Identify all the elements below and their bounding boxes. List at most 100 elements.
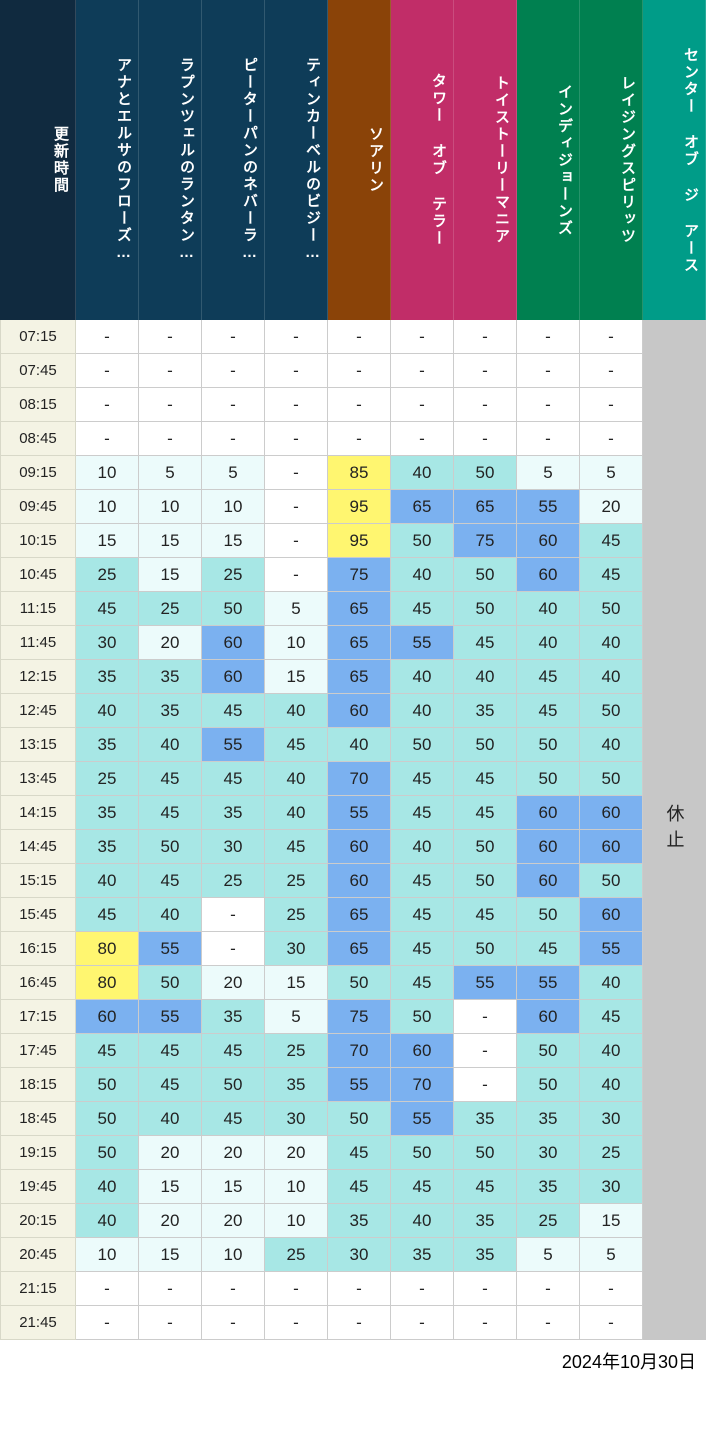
wait-cell: - xyxy=(139,320,202,354)
wait-cell: 5 xyxy=(517,1238,580,1272)
wait-cell: 60 xyxy=(517,524,580,558)
suspended-placeholder xyxy=(643,932,706,966)
wait-cell: - xyxy=(76,1306,139,1340)
wait-cell: 40 xyxy=(391,660,454,694)
wait-cell: 55 xyxy=(202,728,265,762)
time-cell: 18:15 xyxy=(0,1068,76,1102)
suspended-placeholder xyxy=(643,1068,706,1102)
wait-cell: 45 xyxy=(391,1170,454,1204)
wait-cell: 30 xyxy=(328,1238,391,1272)
column-header-indy: インディジョーンズ xyxy=(517,0,580,320)
suspended-placeholder xyxy=(643,558,706,592)
wait-cell: 10 xyxy=(76,456,139,490)
wait-cell: - xyxy=(328,320,391,354)
wait-cell: 55 xyxy=(580,932,643,966)
suspended-placeholder xyxy=(643,592,706,626)
wait-cell: 45 xyxy=(391,932,454,966)
suspended-placeholder xyxy=(643,898,706,932)
wait-cell: - xyxy=(454,320,517,354)
wait-cell: - xyxy=(202,388,265,422)
suspended-placeholder xyxy=(643,1204,706,1238)
wait-cell: 40 xyxy=(265,796,328,830)
wait-cell: 60 xyxy=(580,830,643,864)
wait-cell: 45 xyxy=(265,728,328,762)
wait-cell: 50 xyxy=(454,1136,517,1170)
wait-cell: 35 xyxy=(76,830,139,864)
wait-cell: 50 xyxy=(454,456,517,490)
wait-cell: - xyxy=(265,1306,328,1340)
wait-cell: - xyxy=(580,1306,643,1340)
wait-cell: 45 xyxy=(328,1170,391,1204)
suspended-placeholder xyxy=(643,1306,706,1340)
suspended-placeholder xyxy=(643,966,706,1000)
suspended-placeholder xyxy=(643,660,706,694)
wait-cell: - xyxy=(328,388,391,422)
time-cell: 14:45 xyxy=(0,830,76,864)
suspended-placeholder xyxy=(643,422,706,456)
wait-cell: 45 xyxy=(454,796,517,830)
table-row: 11:45302060106555454040 xyxy=(0,626,710,660)
suspended-placeholder xyxy=(643,490,706,524)
wait-cell: - xyxy=(202,320,265,354)
wait-cell: 35 xyxy=(328,1204,391,1238)
table-row: 15:15404525256045506050 xyxy=(0,864,710,898)
wait-cell: - xyxy=(202,354,265,388)
wait-cell: 35 xyxy=(454,694,517,728)
wait-cell: - xyxy=(454,1068,517,1102)
wait-cell: 60 xyxy=(517,830,580,864)
wait-cell: 55 xyxy=(139,1000,202,1034)
wait-cell: 40 xyxy=(139,1102,202,1136)
wait-cell: 50 xyxy=(454,864,517,898)
wait-cell: 45 xyxy=(517,932,580,966)
wait-cell: 40 xyxy=(328,728,391,762)
wait-cell: 25 xyxy=(580,1136,643,1170)
table-row: 16:158055-306545504555 xyxy=(0,932,710,966)
wait-cell: 80 xyxy=(76,966,139,1000)
column-header-toy: トイストーリーマニア xyxy=(454,0,517,320)
wait-cell: 50 xyxy=(202,592,265,626)
wait-cell: 60 xyxy=(328,694,391,728)
time-cell: 20:15 xyxy=(0,1204,76,1238)
wait-cell: 60 xyxy=(328,864,391,898)
wait-cell: 40 xyxy=(391,558,454,592)
wait-cell: - xyxy=(265,524,328,558)
wait-cell: 50 xyxy=(454,558,517,592)
wait-cell: - xyxy=(328,1306,391,1340)
wait-cell: - xyxy=(265,490,328,524)
table-row: 19:45401515104545453530 xyxy=(0,1170,710,1204)
table-row: 14:45355030456040506060 xyxy=(0,830,710,864)
wait-cell: 45 xyxy=(76,898,139,932)
suspended-placeholder xyxy=(643,796,706,830)
wait-cell: 45 xyxy=(139,796,202,830)
wait-cell: 10 xyxy=(202,490,265,524)
column-header-time: 更新時間 xyxy=(0,0,76,320)
wait-cell: 55 xyxy=(328,1068,391,1102)
suspended-placeholder xyxy=(643,456,706,490)
wait-cell: 60 xyxy=(580,898,643,932)
table-row: 18:45504045305055353530 xyxy=(0,1102,710,1136)
wait-cell: - xyxy=(580,388,643,422)
wait-cell: 25 xyxy=(265,1034,328,1068)
wait-cell: - xyxy=(265,456,328,490)
wait-cell: - xyxy=(580,1272,643,1306)
wait-cell: 50 xyxy=(580,694,643,728)
table-row: 16:45805020155045555540 xyxy=(0,966,710,1000)
wait-cell: - xyxy=(202,1306,265,1340)
suspended-placeholder xyxy=(643,1034,706,1068)
suspended-placeholder xyxy=(643,728,706,762)
table-row: 12:45403545406040354550 xyxy=(0,694,710,728)
wait-cell: 15 xyxy=(265,660,328,694)
wait-cell: 50 xyxy=(76,1068,139,1102)
wait-cell: 65 xyxy=(328,660,391,694)
wait-cell: 40 xyxy=(139,898,202,932)
wait-cell: 30 xyxy=(517,1136,580,1170)
suspended-placeholder xyxy=(643,830,706,864)
wait-cell: - xyxy=(391,1306,454,1340)
wait-cell: 45 xyxy=(202,1034,265,1068)
wait-cell: - xyxy=(76,388,139,422)
table-row: 14:15354535405545456060 xyxy=(0,796,710,830)
wait-cell: 25 xyxy=(76,762,139,796)
wait-cell: - xyxy=(76,1272,139,1306)
wait-cell: 40 xyxy=(580,1034,643,1068)
time-cell: 15:15 xyxy=(0,864,76,898)
